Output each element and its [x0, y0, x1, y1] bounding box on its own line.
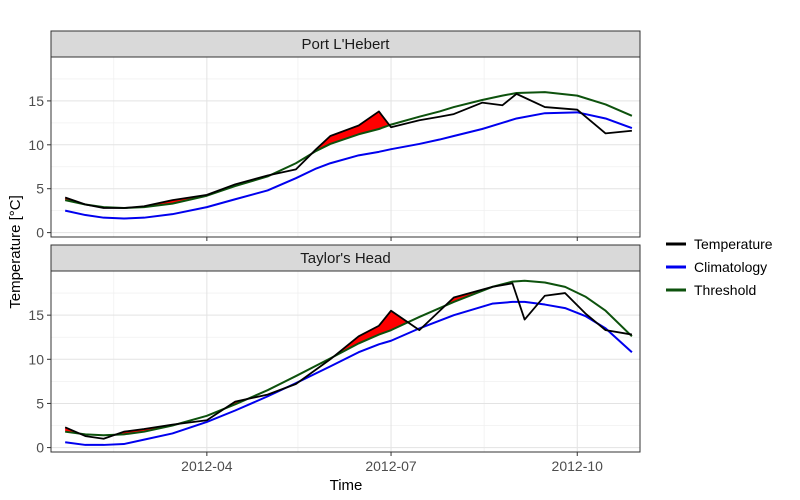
y-tick-label: 15	[28, 307, 44, 323]
facet-strip	[50, 30, 641, 58]
panel-0: Port L'Hebert 0 5 10 15	[28, 30, 641, 241]
panels: Port L'Hebert 0 5 10 15 Taylor's Head 0 5 10 15 20…	[28, 30, 641, 474]
legend: Temperature Climatology Threshold	[666, 236, 773, 298]
series-threshold	[65, 279, 633, 437]
legend-label-temperature: Temperature	[694, 236, 773, 252]
y-axis-title: Temperature [°C]	[7, 195, 24, 309]
series-climatology	[65, 300, 633, 446]
y-tick-label: 15	[28, 93, 44, 109]
x-axis-title: Time	[330, 477, 363, 494]
legend-label-threshold: Threshold	[694, 282, 756, 298]
x-tick-label: 2012-07	[365, 458, 417, 474]
series-temperature	[64, 282, 633, 440]
y-tick-label: 10	[28, 351, 44, 367]
legend-label-climatology: Climatology	[694, 259, 767, 275]
y-tick-label: 0	[36, 225, 44, 241]
x-tick-label: 2012-10	[552, 458, 604, 474]
panel-background	[51, 57, 640, 237]
y-tick-label: 10	[28, 137, 44, 153]
series-climatology	[64, 111, 633, 220]
facet-strip-label: Taylor's Head	[300, 250, 390, 267]
panel-background	[51, 271, 640, 452]
panel-border	[50, 56, 641, 238]
panel-border	[50, 270, 641, 453]
panel-1: Taylor's Head 0 5 10 15 2012-04 2012-07 2012-10	[28, 244, 641, 474]
exceedance-area	[333, 310, 408, 357]
y-tick-label: 5	[36, 181, 44, 197]
y-tick-label: 0	[36, 440, 44, 456]
y-tick-label: 5	[36, 395, 44, 411]
facet-strip-label: Port L'Hebert	[302, 36, 391, 53]
facet-strip	[50, 244, 641, 272]
series-temperature	[64, 92, 632, 209]
x-tick-label: 2012-04	[181, 458, 233, 474]
